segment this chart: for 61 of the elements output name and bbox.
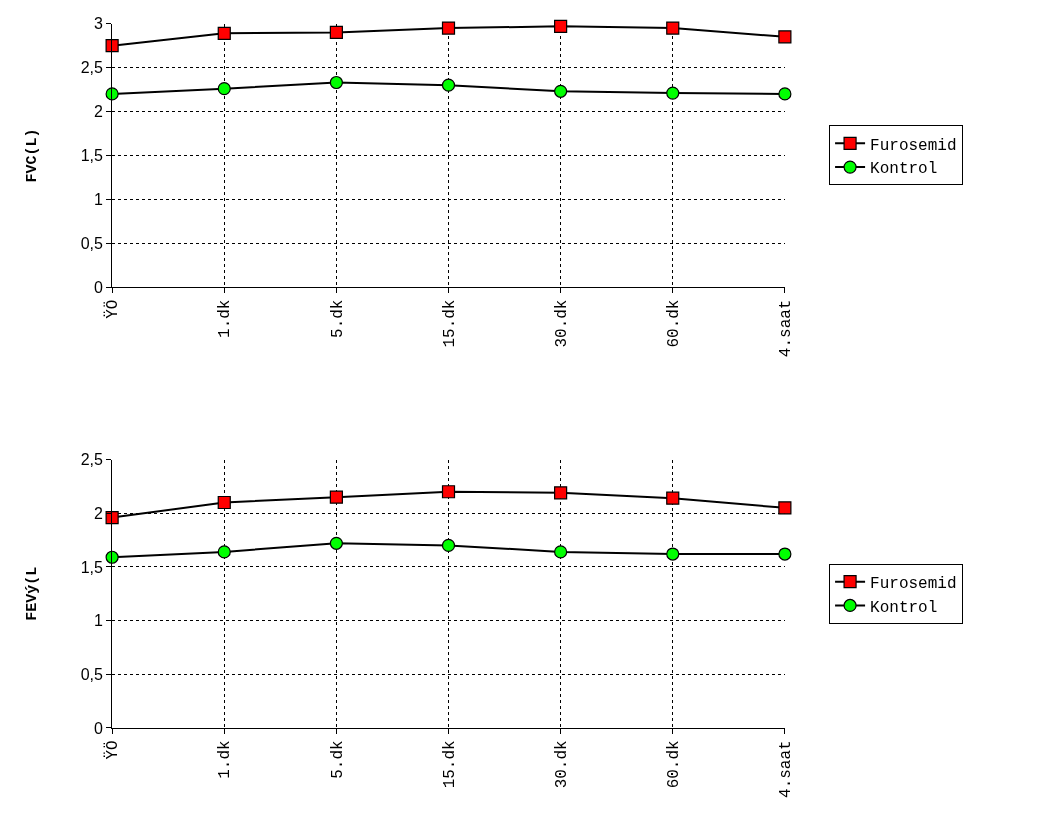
x-tick-label: 4.saat bbox=[777, 299, 796, 358]
y-tick-label: 1,5 bbox=[80, 558, 104, 576]
x-tick-label: 15.dk bbox=[440, 740, 459, 789]
point bbox=[329, 536, 343, 550]
y-tick-label: 0,5 bbox=[80, 234, 104, 252]
point bbox=[554, 486, 568, 500]
point bbox=[105, 510, 119, 525]
point bbox=[217, 82, 231, 96]
point bbox=[105, 39, 119, 53]
x-tick-label: ŸÖ bbox=[103, 740, 123, 760]
y-axis-title: FVC(L) bbox=[23, 128, 41, 183]
legend-label: Kontrol bbox=[870, 160, 938, 179]
point bbox=[441, 485, 456, 499]
point bbox=[666, 491, 680, 505]
y-tick-label: 0,5 bbox=[80, 665, 104, 683]
x-tick-label: 4.saat bbox=[777, 740, 796, 798]
point bbox=[666, 21, 680, 35]
point bbox=[554, 19, 568, 33]
point bbox=[217, 545, 231, 559]
point bbox=[105, 550, 119, 564]
point bbox=[666, 547, 680, 561]
y-tick-label: 2,5 bbox=[80, 59, 104, 77]
y-tick-label: 1,5 bbox=[80, 147, 104, 165]
x-tick-label: 5.dk bbox=[328, 740, 347, 779]
x-tick-label: 60.dk bbox=[664, 740, 683, 789]
point bbox=[217, 495, 231, 510]
y-tick-label: 0 bbox=[94, 278, 104, 296]
y-tick-label: 2 bbox=[94, 103, 104, 121]
y-tick-label: 0 bbox=[94, 719, 104, 737]
y-axis-title: FEVý(L bbox=[23, 566, 41, 621]
legend-label: Furosemid bbox=[870, 136, 957, 155]
point bbox=[329, 490, 343, 504]
point bbox=[441, 78, 456, 92]
point bbox=[217, 26, 231, 40]
y-tick-label: 1 bbox=[94, 612, 104, 630]
point bbox=[778, 30, 792, 44]
x-tick-label: 30.dk bbox=[552, 740, 571, 789]
point bbox=[441, 538, 456, 553]
point bbox=[778, 501, 792, 515]
point bbox=[329, 75, 343, 90]
x-tick-label: 30.dk bbox=[552, 299, 571, 348]
point bbox=[666, 86, 680, 100]
point bbox=[441, 21, 456, 35]
x-tick-label: 60.dk bbox=[664, 299, 683, 348]
y-tick-label: 2,5 bbox=[80, 451, 104, 469]
point bbox=[554, 84, 568, 98]
x-tick-label: 1.dk bbox=[216, 299, 235, 338]
point bbox=[105, 87, 119, 101]
point bbox=[554, 545, 568, 559]
x-tick-label: ŸÖ bbox=[103, 299, 123, 319]
x-tick-label: 15.dk bbox=[440, 299, 459, 348]
legend-label: Furosemid bbox=[870, 574, 957, 593]
y-tick-label: 2 bbox=[94, 504, 104, 522]
point bbox=[778, 547, 792, 561]
legend-label: Kontrol bbox=[870, 598, 938, 617]
y-tick-label: 1 bbox=[94, 190, 104, 208]
y-tick-label: 3 bbox=[94, 15, 104, 33]
x-tick-label: 1.dk bbox=[216, 740, 235, 779]
point bbox=[778, 87, 792, 101]
point bbox=[329, 25, 343, 40]
x-tick-label: 5.dk bbox=[328, 299, 347, 338]
